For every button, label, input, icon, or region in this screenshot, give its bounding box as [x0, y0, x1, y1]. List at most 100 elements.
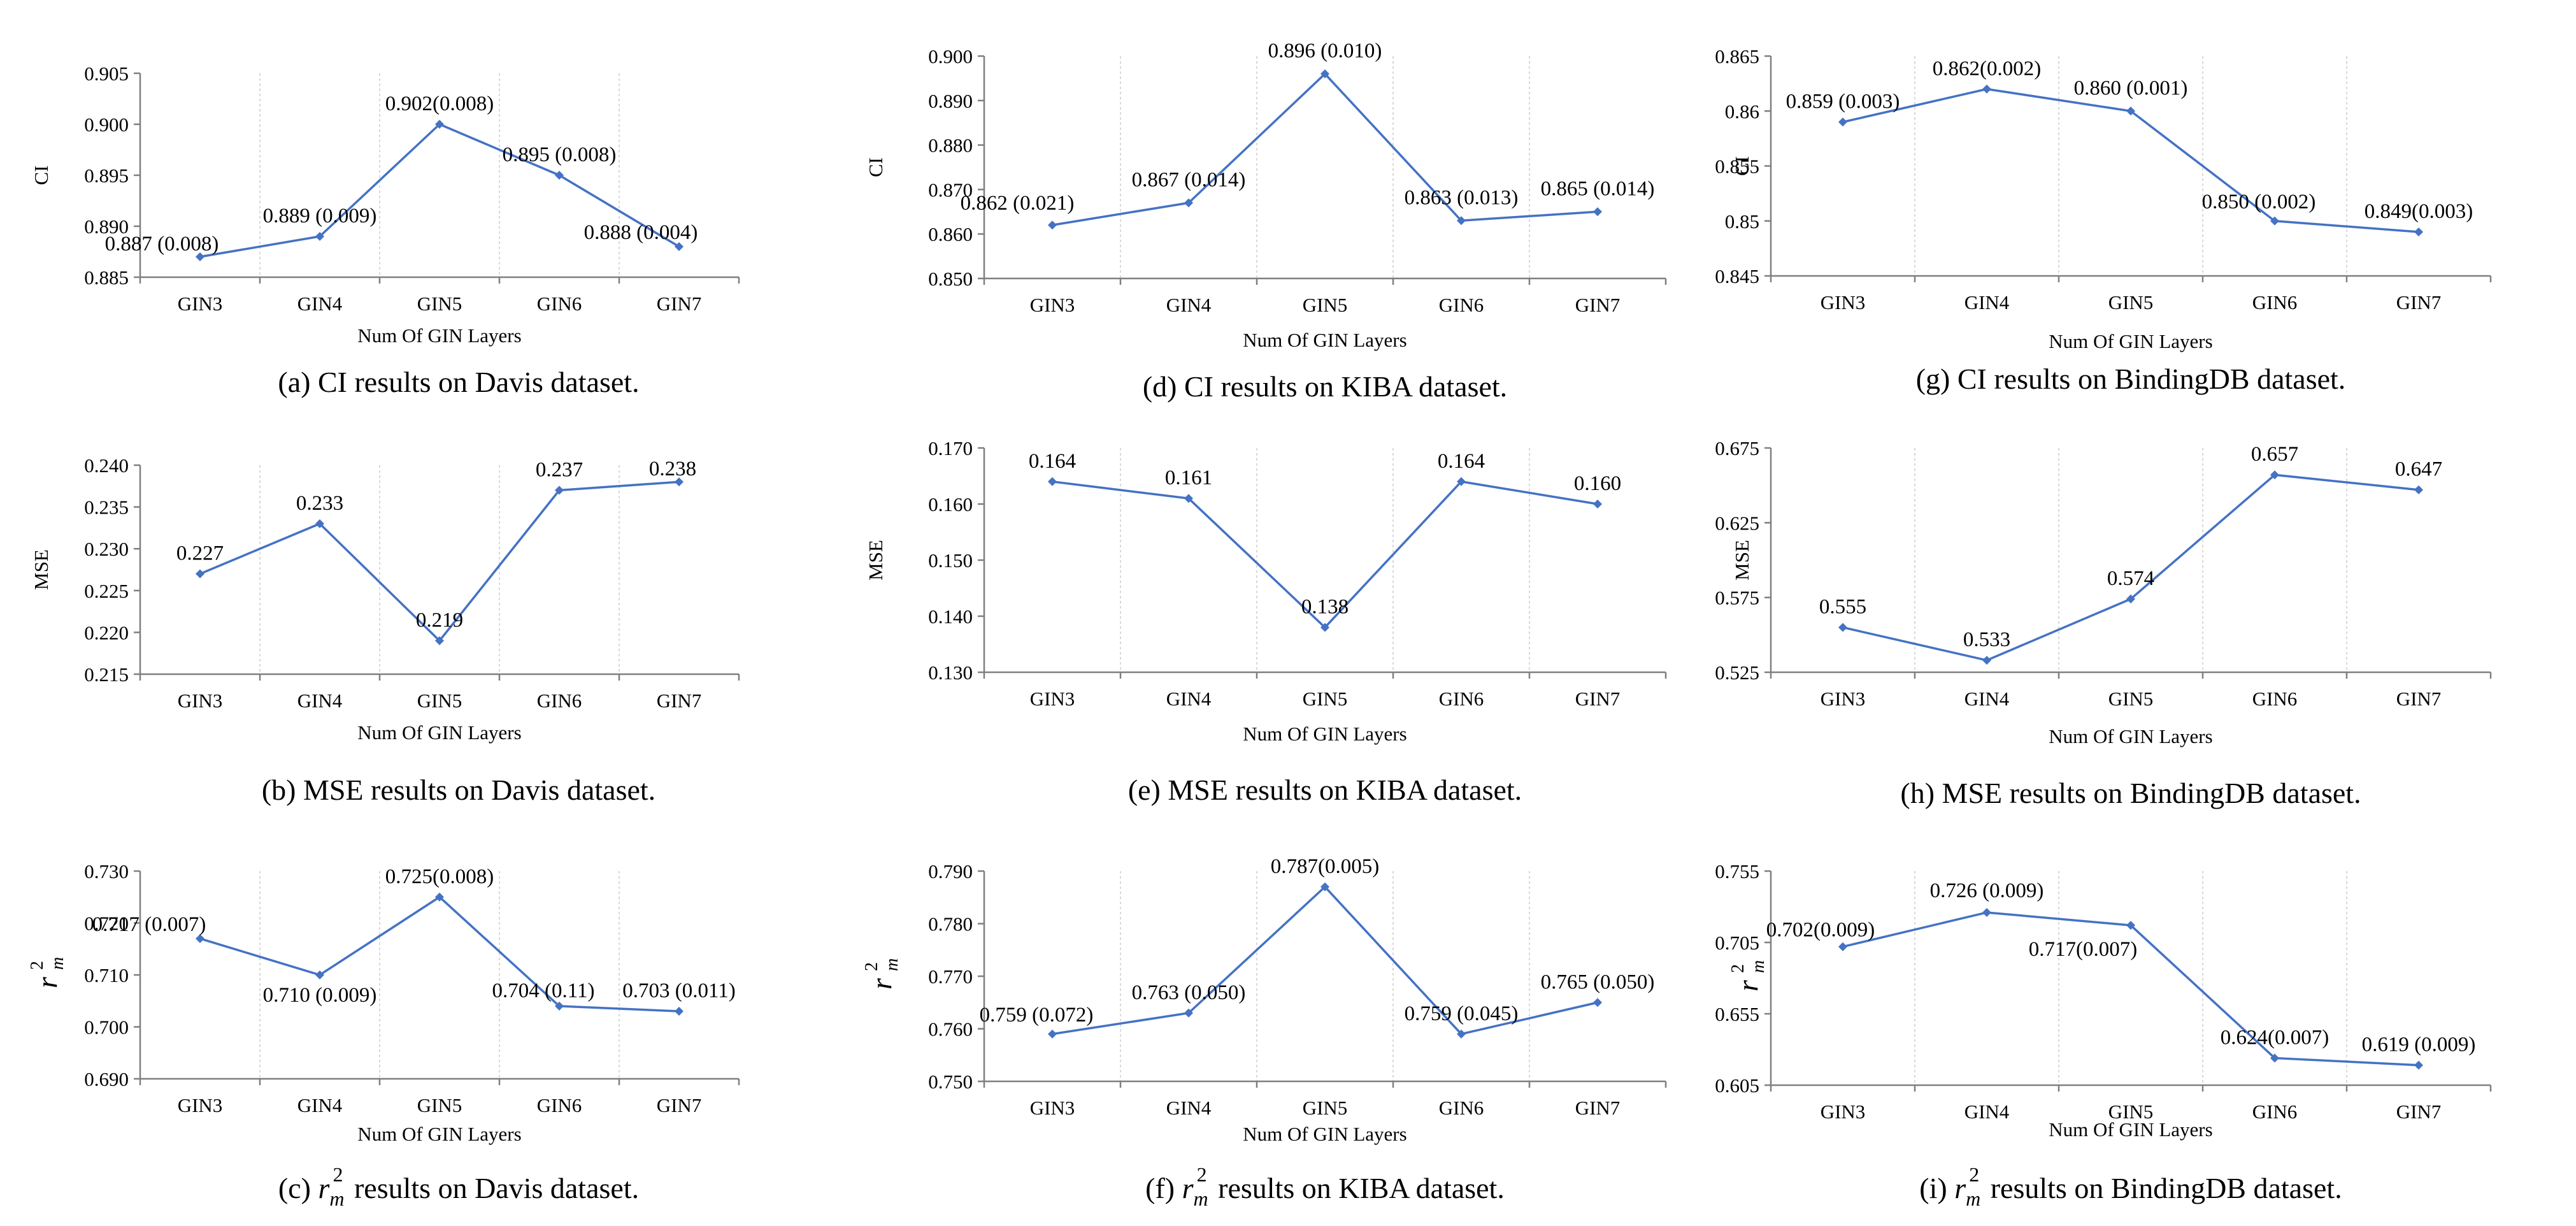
- y-tick-label: 0.525: [1715, 661, 1759, 684]
- y-tick-label: 0.860: [928, 223, 973, 245]
- data-label: 0.902(0.008): [385, 92, 494, 115]
- data-label: 0.865 (0.014): [1541, 177, 1655, 200]
- data-label: 0.888 (0.004): [584, 221, 698, 244]
- data-label: 0.233: [296, 492, 343, 515]
- data-label: 0.657: [2251, 443, 2298, 466]
- data-label: 0.726 (0.009): [1930, 879, 2044, 902]
- data-point: [1048, 477, 1057, 486]
- data-label: 0.555: [1819, 596, 1866, 619]
- data-label: 0.238: [649, 458, 696, 480]
- data-point: [1184, 1008, 1193, 1018]
- data-point: [2414, 227, 2423, 236]
- x-axis-title: Num Of GIN Layers: [2049, 1118, 2212, 1141]
- y-tick-label: 0.690: [84, 1068, 129, 1090]
- y-axis-title-sup: 2: [862, 962, 882, 971]
- data-point: [315, 970, 324, 979]
- y-tick-label: 0.770: [928, 965, 973, 988]
- chart-caption: (d) CI results on KIBA dataset.: [1143, 370, 1507, 403]
- data-point: [1184, 198, 1193, 208]
- chart-g: 0.865 0.86 0.855 0.85 0.845 GIN3 GIN4 GIN5 GIN6 G…: [1715, 45, 2492, 395]
- x-tick-label: GIN3: [1821, 1100, 1866, 1123]
- chart-caption: (i) rm2 results on BindingDB dataset.: [1919, 1163, 2342, 1210]
- chart-a: 0.905 0.900 0.895 0.890 0.885 GIN3 GIN4 GIN5 GIN…: [30, 62, 740, 398]
- data-point: [435, 892, 444, 902]
- data-label: 0.896 (0.010): [1268, 40, 1382, 62]
- data-point: [555, 1001, 564, 1011]
- y-tick-label: 0.720: [84, 912, 129, 935]
- x-tick-label: GIN3: [1821, 291, 1866, 314]
- data-point: [2126, 595, 2135, 604]
- x-axis-title: Num Of GIN Layers: [2049, 725, 2212, 747]
- chart-caption: (f) rm2 results on KIBA dataset.: [1145, 1163, 1505, 1210]
- x-tick-label: GIN7: [2396, 1100, 2442, 1123]
- data-label: 0.787(0.005): [1271, 855, 1379, 878]
- x-tick-label: GIN6: [537, 689, 582, 712]
- x-axis-title: Num Of GIN Layers: [1243, 329, 1406, 351]
- x-tick-label: GIN4: [1166, 1097, 1212, 1119]
- data-label: 0.227: [176, 542, 224, 565]
- data-point: [2414, 485, 2423, 494]
- data-label: 0.850 (0.002): [2202, 191, 2316, 213]
- y-tick-label: 0.890: [84, 215, 129, 238]
- data-point: [555, 171, 564, 180]
- x-tick-label: GIN7: [657, 689, 702, 712]
- y-axis-title: CI: [864, 157, 887, 177]
- y-tick-label: 0.750: [928, 1071, 973, 1093]
- x-tick-label: GIN5: [1303, 688, 1348, 710]
- x-tick-label: GIN3: [178, 292, 223, 315]
- x-tick-label: GIN4: [1964, 1100, 2010, 1123]
- y-tick-label: 0.150: [928, 549, 973, 572]
- y-tick-label: 0.230: [84, 538, 129, 560]
- y-axis-title: CI: [30, 166, 52, 185]
- x-tick-label: GIN6: [537, 1094, 582, 1116]
- chart-caption: (g) CI results on BindingDB dataset.: [1916, 363, 2346, 395]
- x-tick-label: GIN5: [1303, 294, 1348, 316]
- x-tick-label: GIN7: [2396, 291, 2442, 314]
- x-tick-label: GIN3: [1030, 688, 1075, 710]
- y-tick-label: 0.850: [928, 268, 973, 290]
- x-tick-label: GIN6: [1439, 688, 1484, 710]
- x-tick-label: GIN7: [657, 1094, 702, 1116]
- data-point: [1184, 494, 1193, 503]
- data-label: 0.887 (0.008): [105, 233, 219, 256]
- chart-e: 0.170 0.160 0.150 0.140 0.130 GIN3 GIN4 GIN5 GIN…: [864, 437, 1667, 806]
- data-label: 0.533: [1963, 628, 2010, 651]
- x-tick-label: GIN5: [2108, 688, 2154, 710]
- data-point: [2270, 1053, 2279, 1063]
- y-tick-label: 0.880: [928, 134, 973, 157]
- y-tick-label: 0.225: [84, 580, 129, 602]
- data-label: 0.859 (0.003): [1786, 90, 1900, 113]
- y-tick-label: 0.755: [1715, 860, 1759, 883]
- y-tick-label: 0.86: [1725, 100, 1759, 122]
- y-tick-label: 0.170: [928, 437, 973, 459]
- data-point: [315, 519, 324, 528]
- x-axis-title: Num Of GIN Layers: [357, 721, 521, 744]
- data-label: 0.704 (0.11): [492, 979, 594, 1002]
- data-label: 0.702(0.009): [1766, 919, 1875, 942]
- data-point: [1982, 907, 1991, 917]
- y-axis-title: rm2: [27, 957, 68, 988]
- x-tick-label: GIN7: [2396, 688, 2442, 710]
- data-point: [1320, 882, 1329, 891]
- y-tick-label: 0.895: [84, 164, 129, 187]
- data-point: [1593, 998, 1602, 1007]
- y-tick-label: 0.140: [928, 605, 973, 628]
- y-tick-label: 0.705: [1715, 932, 1759, 954]
- data-label: 0.619 (0.009): [2362, 1034, 2476, 1057]
- chart-caption: (b) MSE results on Davis dataset.: [262, 774, 655, 806]
- chart-b: 0.240 0.235 0.230 0.225 0.220 0.215 GIN3 GIN4 GI…: [30, 454, 740, 806]
- x-tick-label: GIN4: [297, 1094, 343, 1116]
- y-tick-label: 0.655: [1715, 1003, 1759, 1025]
- data-label: 0.703 (0.011): [622, 979, 736, 1002]
- x-tick-label: GIN3: [178, 689, 223, 712]
- data-point: [675, 242, 683, 251]
- y-axis-title-base: r: [865, 977, 898, 990]
- x-tick-label: GIN7: [657, 292, 702, 315]
- data-point: [2270, 470, 2279, 480]
- data-point: [675, 477, 683, 487]
- data-label: 0.725(0.008): [385, 865, 494, 888]
- data-label: 0.647: [2395, 458, 2442, 481]
- chart-caption: (e) MSE results on KIBA dataset.: [1128, 774, 1522, 806]
- data-point: [435, 636, 444, 645]
- data-label: 0.862 (0.021): [961, 192, 1075, 215]
